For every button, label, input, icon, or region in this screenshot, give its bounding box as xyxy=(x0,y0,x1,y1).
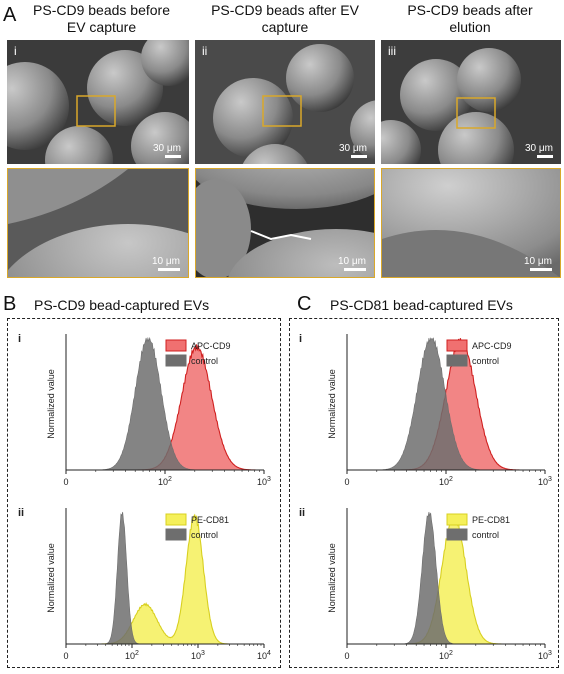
legend-swatch-control xyxy=(446,354,468,367)
legend-swatch-pe-cd81 xyxy=(446,513,468,526)
legend-swatch-control xyxy=(165,354,187,367)
subpanel-numeral: i xyxy=(299,333,302,345)
sem-zoom-col2: 10 μm xyxy=(195,168,375,278)
y-axis-label: Normalized value xyxy=(46,543,56,613)
sem-image-col1-top: i 30 μm xyxy=(7,40,189,164)
image-tag-ii: ii xyxy=(202,44,208,58)
panel-c-letter: C xyxy=(297,293,312,315)
scale-bar-30um-col3: 30 μm xyxy=(525,143,553,158)
x-tick-label: 103 xyxy=(538,650,552,661)
x-tick-label: 103 xyxy=(538,476,552,487)
legend-label-pe-cd81: PE-CD81 xyxy=(472,515,510,525)
legend-swatch-control xyxy=(165,528,187,541)
legend-label-control: control xyxy=(191,530,218,540)
sem-zoom-col3: 10 μm xyxy=(381,168,561,278)
legend-swatch-control xyxy=(446,528,468,541)
legend-label-control: control xyxy=(472,356,499,366)
histogram-svg: 0 102 103 Normalized value i APC-CD9 control xyxy=(18,333,271,487)
legend-label-apc-cd9: APC-CD9 xyxy=(191,341,231,351)
scale-bar-10um-col2: 10 μm xyxy=(338,256,366,271)
x-tick-label: 102 xyxy=(158,476,172,487)
col-2-title-line1: PS-CD9 beads after EV xyxy=(211,2,359,18)
subpanel-numeral: ii xyxy=(18,507,24,519)
legend-label-control: control xyxy=(191,356,218,366)
col-3-title: PS-CD9 beads after elution xyxy=(380,2,560,36)
x-tick-label: 0 xyxy=(344,477,349,487)
x-tick-label: 0 xyxy=(344,651,349,661)
scale-bar-30um-col1: 30 μm xyxy=(153,143,181,158)
histogram-b-ii: 0 102 103 104 Normalized value ii PE-CD81 contr… xyxy=(14,496,276,668)
x-tick-label: 104 xyxy=(257,650,271,661)
x-tick-label: 0 xyxy=(63,477,68,487)
panel-b-letter: B xyxy=(3,293,17,315)
x-tick-label: 102 xyxy=(439,650,453,661)
legend-label-pe-cd81: PE-CD81 xyxy=(191,515,229,525)
panel-c-title: PS-CD81 bead-captured EVs xyxy=(330,297,513,313)
legend-swatch-apc-cd9 xyxy=(165,339,187,352)
col-2-title-line2: capture xyxy=(261,19,309,35)
y-axis-label: Normalized value xyxy=(327,543,337,613)
histogram-series-pe-cd81 xyxy=(66,513,264,645)
histogram-b-i: 0 102 103 Normalized value i APC-CD9 control xyxy=(14,322,276,494)
panel-b-frame xyxy=(7,318,281,668)
col-3-title-line2: elution xyxy=(449,19,491,35)
x-tick-label: 102 xyxy=(125,650,139,661)
x-tick-label: 103 xyxy=(191,650,205,661)
col-3-title-line1: PS-CD9 beads after xyxy=(407,2,533,18)
histogram-series-control xyxy=(347,337,545,471)
col-1-title: PS-CD9 beads before EV capture xyxy=(14,2,189,36)
sem-image-col2-top: ii 30 μm xyxy=(195,40,375,164)
image-tag-iii: iii xyxy=(388,44,396,58)
subpanel-numeral: ii xyxy=(299,507,305,519)
scale-bar-30um-col2: 30 μm xyxy=(339,143,367,158)
histogram-c-ii: 0 102 103 Normalized value ii PE-CD81 control xyxy=(295,496,557,668)
scale-bar-10um-col1: 10 μm xyxy=(152,256,180,271)
y-axis-label: Normalized value xyxy=(327,369,337,439)
histogram-series-pe-cd81 xyxy=(347,513,545,645)
legend-label-apc-cd9: APC-CD9 xyxy=(472,341,512,351)
panel-a-letter: A xyxy=(3,4,17,26)
sem-zoom-col1: 10 μm xyxy=(7,168,189,278)
panel-b-title: PS-CD9 bead-captured EVs xyxy=(34,297,210,313)
scale-bar-10um-col3: 10 μm xyxy=(524,256,552,271)
histogram-svg: 0 102 103 104 Normalized value ii PE-CD81 contr… xyxy=(18,507,271,661)
histogram-svg: 0 102 103 Normalized value ii PE-CD81 control xyxy=(299,507,552,661)
sem-image-col3-top: iii 30 μm xyxy=(381,40,561,164)
x-tick-label: 102 xyxy=(439,476,453,487)
panel-c-frame xyxy=(289,318,559,668)
legend-label-control: control xyxy=(472,530,499,540)
image-tag-i: i xyxy=(14,44,17,58)
histogram-series-control xyxy=(66,336,264,471)
histogram-svg: 0 102 103 Normalized value i APC-CD9 control xyxy=(299,333,552,487)
col-1-title-line2: EV capture xyxy=(66,19,137,35)
y-axis-label: Normalized value xyxy=(46,369,56,439)
legend-swatch-apc-cd9 xyxy=(446,339,468,352)
x-tick-label: 103 xyxy=(257,476,271,487)
subpanel-numeral: i xyxy=(18,333,21,345)
histogram-c-i: 0 102 103 Normalized value i APC-CD9 control xyxy=(295,322,557,494)
col-2-title: PS-CD9 beads after EV capture xyxy=(195,2,375,36)
x-tick-label: 0 xyxy=(63,651,68,661)
col-1-title-line1: PS-CD9 beads before xyxy=(33,2,170,18)
histogram-series-control xyxy=(66,511,264,645)
legend-swatch-pe-cd81 xyxy=(165,513,187,526)
